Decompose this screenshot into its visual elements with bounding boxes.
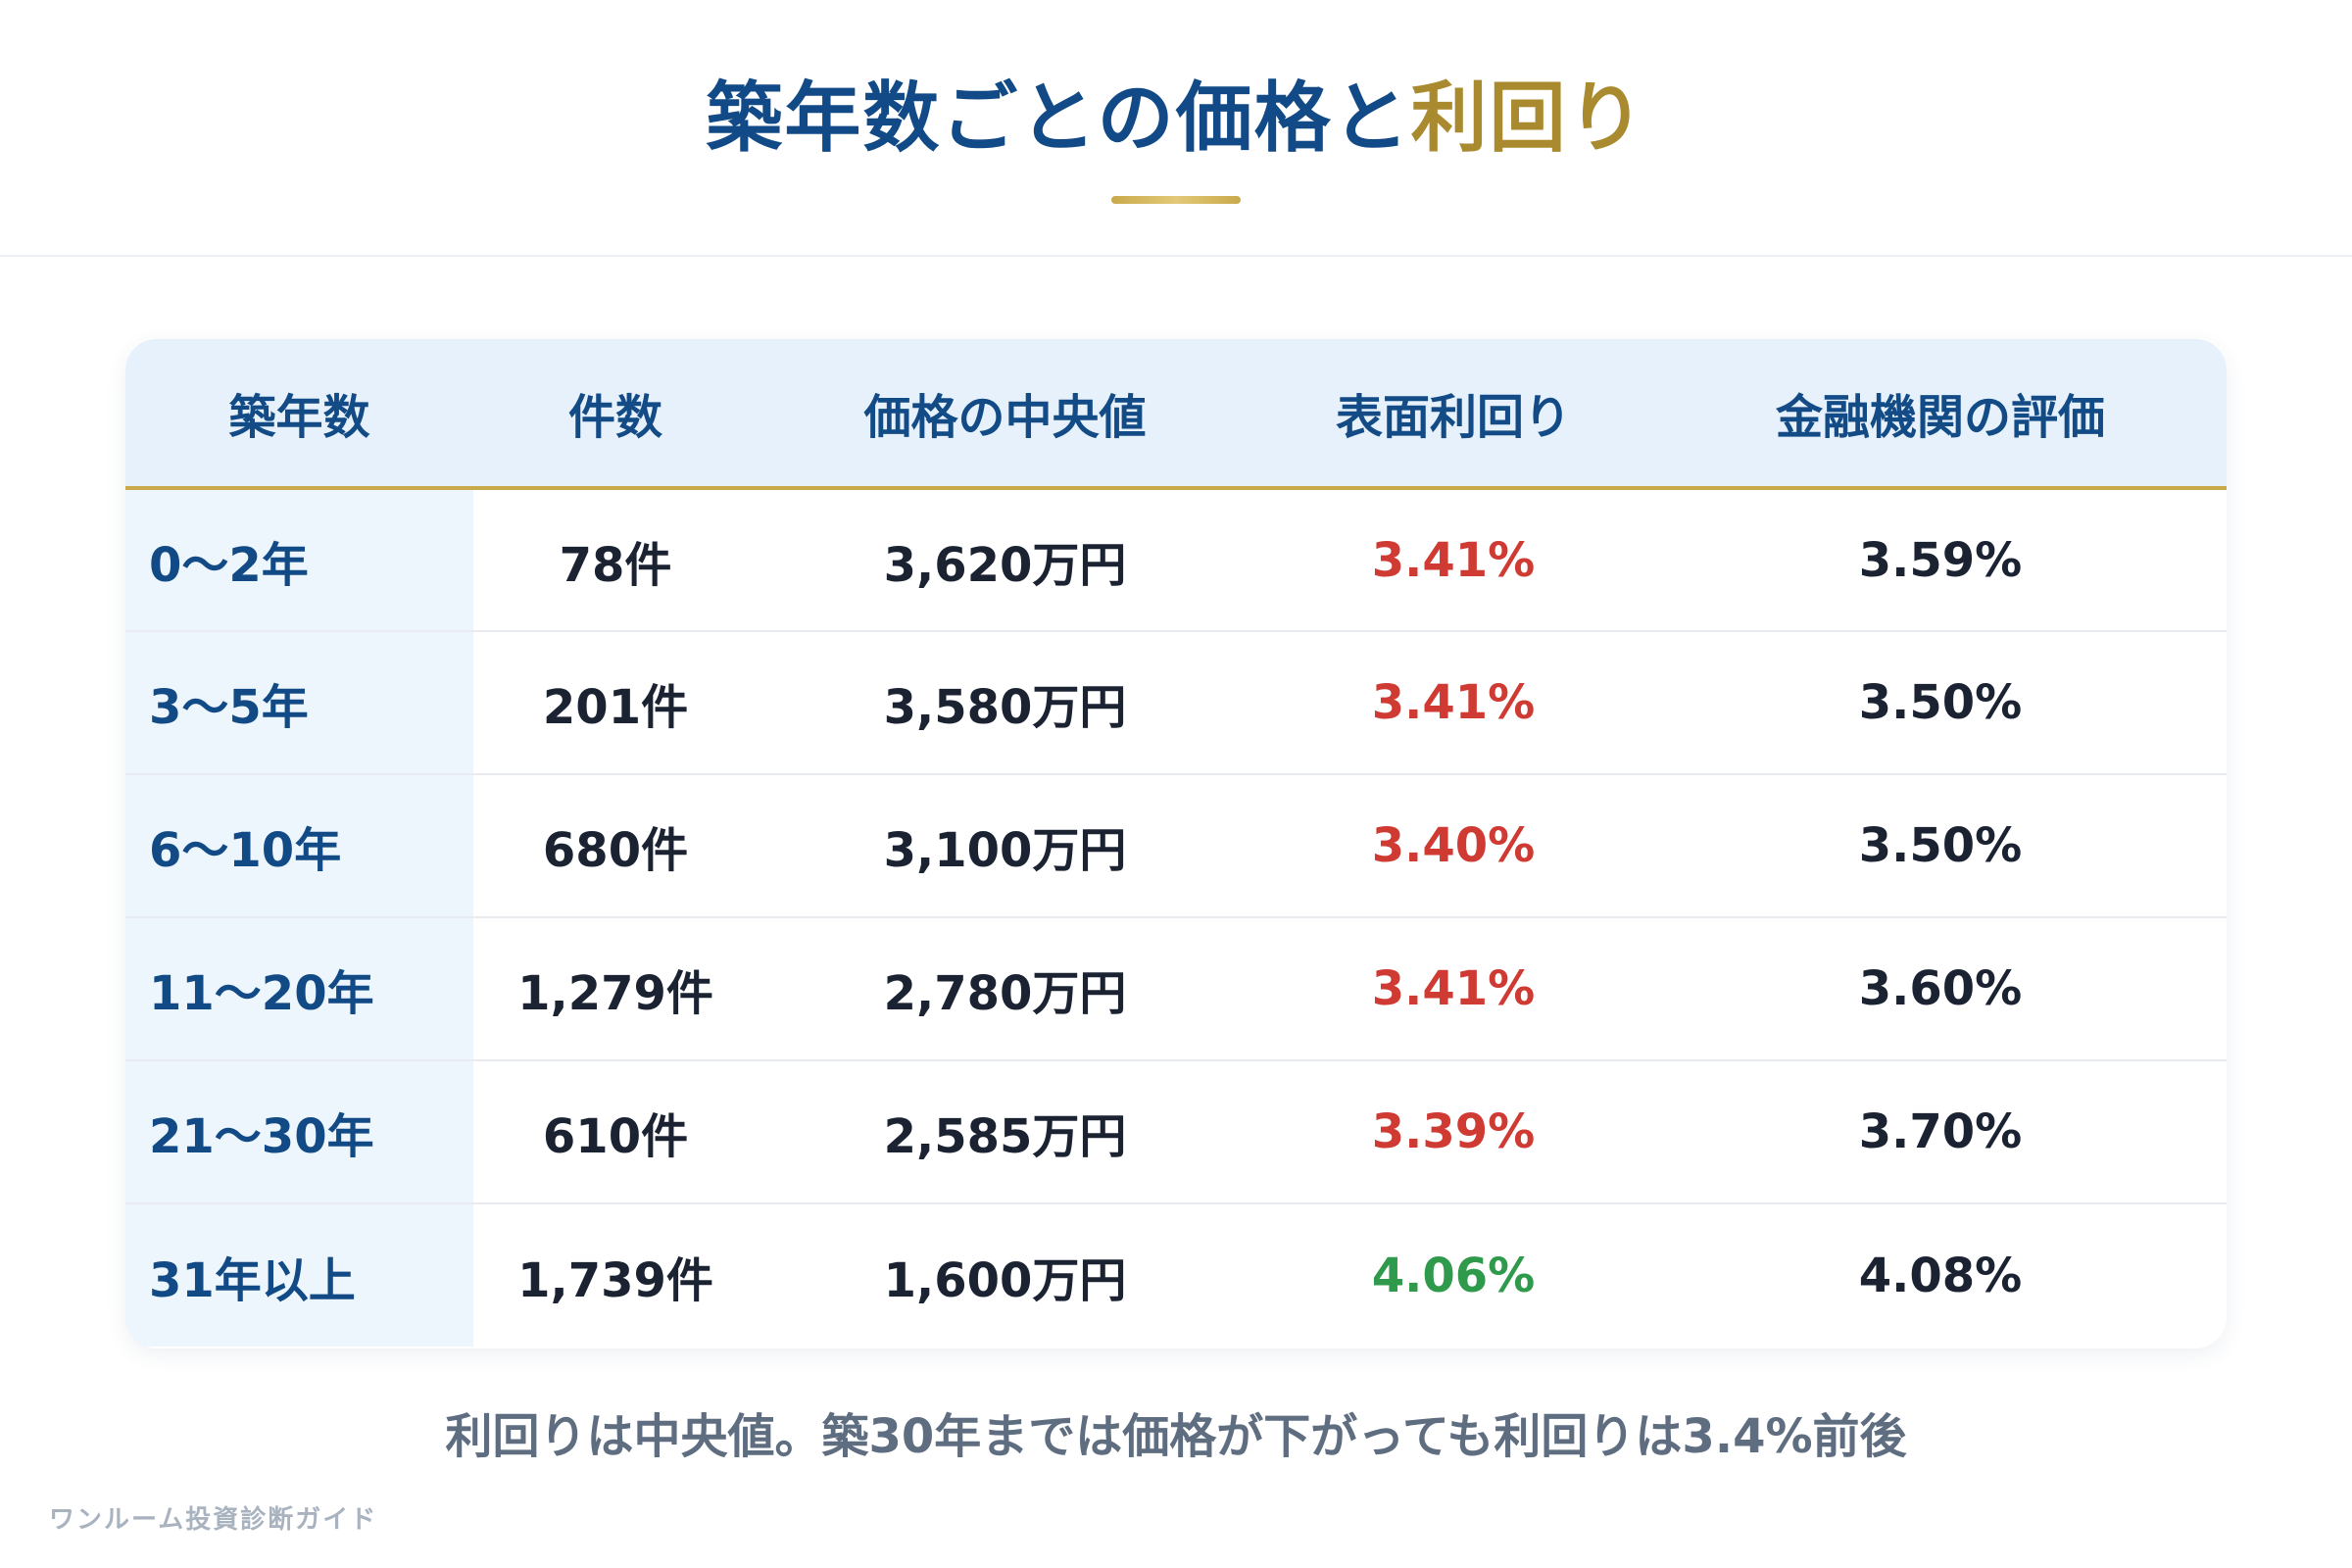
row-bank-eval: 4.08% xyxy=(1858,1248,2023,1303)
row-surface-yield: 4.06% xyxy=(1371,1248,1536,1303)
row-age: 3〜5年 xyxy=(125,631,473,775)
title-main: 築年数ごとの価格と xyxy=(706,74,1411,163)
table-row: 0〜2年 78件 3,620万円 3.41% 3.59% xyxy=(125,488,2227,632)
header: 築年数ごとの価格と利回り xyxy=(0,0,2352,257)
row-count: 680件 xyxy=(473,774,758,918)
row-age: 11〜20年 xyxy=(125,917,473,1061)
header-surface-yield: 表面利回り xyxy=(1252,339,1654,490)
row-median-price: 3,580万円 xyxy=(758,631,1252,775)
row-count: 1,279件 xyxy=(473,917,758,1061)
row-age: 6〜10年 xyxy=(125,774,473,918)
row-count: 201件 xyxy=(473,631,758,775)
row-bank-eval: 3.50% xyxy=(1654,774,2227,918)
table-row: 31年以上 1,739件 1,600万円 4.06% 4.08% xyxy=(125,1203,2227,1347)
row-bank-eval: 3.59% xyxy=(1654,488,2227,632)
row-surface-yield: 3.41% xyxy=(1252,488,1654,632)
row-median-price: 2,780万円 xyxy=(758,917,1252,1061)
header-age: 築年数 xyxy=(125,339,473,490)
table-header-row: 築年数 件数 価格の中央値 表面利回り 金融機関の評価 xyxy=(125,339,2227,490)
title-underline xyxy=(1111,196,1241,204)
row-median-price: 1,600万円 xyxy=(883,1252,1127,1308)
title-accent: 利回り xyxy=(1410,74,1646,163)
row-median-price: 3,620万円 xyxy=(758,488,1252,632)
row-bank-eval: 3.50% xyxy=(1654,631,2227,775)
header-count: 件数 xyxy=(473,339,758,490)
data-table-card: 築年数 件数 価格の中央値 表面利回り 金融機関の評価 0〜2年 78件 3,6… xyxy=(125,339,2227,1348)
row-age: 21〜30年 xyxy=(125,1060,473,1204)
row-surface-yield: 3.39% xyxy=(1252,1060,1654,1204)
site-credit: ワンルーム投資診断ガイド xyxy=(49,1505,378,1535)
row-median-price: 2,585万円 xyxy=(758,1060,1252,1204)
row-bank-eval: 3.70% xyxy=(1654,1060,2227,1204)
page-title: 築年数ごとの価格と利回り xyxy=(0,65,2352,172)
row-surface-yield: 3.41% xyxy=(1252,917,1654,1061)
row-surface-yield: 3.41% xyxy=(1252,631,1654,775)
row-count: 610件 xyxy=(473,1060,758,1204)
row-count: 1,739件 xyxy=(517,1252,713,1308)
table-row: 11〜20年 1,279件 2,780万円 3.41% 3.60% xyxy=(125,917,2227,1061)
table-row: 3〜5年 201件 3,580万円 3.41% 3.50% xyxy=(125,631,2227,775)
header-bank-eval: 金融機関の評価 xyxy=(1654,339,2227,490)
table-row: 6〜10年 680件 3,100万円 3.40% 3.50% xyxy=(125,774,2227,918)
row-age: 31年以上 xyxy=(125,1203,473,1347)
footnote: 利回りは中央値。築30年までは価格が下がっても利回りは3.4%前後 xyxy=(445,1409,1907,1464)
header-median-price: 価格の中央値 xyxy=(758,339,1252,490)
row-count: 78件 xyxy=(473,488,758,632)
row-bank-eval: 3.60% xyxy=(1654,917,2227,1061)
row-age: 0〜2年 xyxy=(125,488,473,632)
table-row: 21〜30年 610件 2,585万円 3.39% 3.70% xyxy=(125,1060,2227,1204)
data-table: 築年数 件数 価格の中央値 表面利回り 金融機関の評価 0〜2年 78件 3,6… xyxy=(125,339,2227,1347)
row-median-price: 3,100万円 xyxy=(758,774,1252,918)
row-surface-yield: 3.40% xyxy=(1252,774,1654,918)
